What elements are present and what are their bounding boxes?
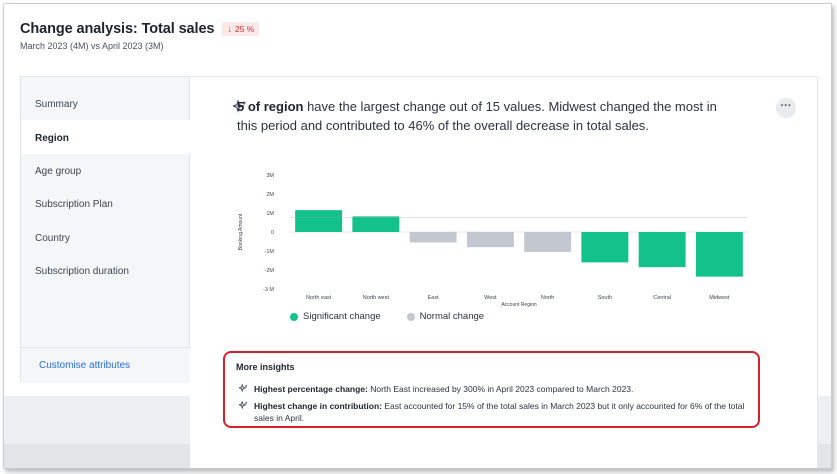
legend-item-normal: Normal change [406, 311, 485, 322]
x-tick-label: East [428, 295, 439, 301]
sidebar-active-indicator [21, 120, 191, 154]
sidebar-item-country[interactable]: Country [35, 233, 71, 244]
x-tick-label: Central [653, 295, 671, 301]
chart-legend: Significant change Normal change [290, 311, 510, 322]
customise-attributes: Customise attributes [21, 347, 191, 383]
bar-north [524, 232, 572, 252]
insight-label: Highest change in contribution: [254, 401, 382, 411]
sidebar-item-age-group[interactable]: Age group [35, 166, 82, 177]
page-title: Change analysis: Total sales [20, 21, 215, 37]
sparkle-icon [233, 100, 247, 113]
bar-west [466, 232, 514, 248]
x-tick-label: North west [363, 295, 390, 301]
change-badge: ↓ 25 % [222, 22, 260, 36]
insight-row: Highest percentage change: North East in… [239, 383, 749, 395]
sparkle-icon [239, 401, 248, 410]
insight-text: East accounted for 15% of the total sale… [254, 401, 745, 423]
change-badge-value: 25 % [234, 24, 255, 34]
bar-north-east [295, 210, 343, 232]
y-tick-label: -2M [265, 268, 275, 274]
x-tick-label: West [484, 295, 497, 301]
x-axis-label: Account Region [501, 302, 537, 307]
bar-north-west [352, 216, 400, 232]
attribute-sidebar: Summary Region Age group Subscription Pl… [20, 76, 191, 383]
page-subtitle: March 2023 (4M) vs April 2023 (3M) [20, 41, 164, 51]
x-tick-label: South [598, 295, 612, 301]
summary-text: 5 of region have the largest change out … [237, 97, 737, 135]
more-options-button[interactable]: ··· [776, 98, 796, 118]
arrow-down-icon: ↓ [227, 24, 232, 34]
x-tick-label: Midwest [709, 295, 730, 301]
region-change-chart: 3M 2M 1M 0 -1M -2M -3 M Booking Amount North eas… [238, 173, 748, 307]
more-insights-box: More insights Highest percentage change:… [223, 351, 760, 428]
change-analysis-window: Change analysis: Total sales ↓ 25 % Marc… [3, 3, 832, 469]
y-tick-label: -1M [265, 249, 275, 255]
insights-title: More insights [236, 362, 295, 372]
y-axis-label: Booking Amount [238, 213, 244, 250]
y-tick-label: -3 M [263, 287, 274, 293]
customise-attributes-link[interactable]: Customise attributes [39, 360, 131, 371]
legend-label-significant: Significant change [303, 311, 381, 322]
bar-central [638, 232, 686, 268]
sidebar-item-region[interactable]: Region [35, 133, 69, 144]
y-tick-label: 3M [266, 173, 274, 179]
y-tick-label: 1M [266, 211, 274, 217]
x-tick-label: North [541, 295, 554, 301]
legend-dot-significant [290, 312, 298, 321]
title-row: Change analysis: Total sales ↓ 25 % [20, 21, 260, 37]
sidebar-item-subscription-plan[interactable]: Subscription Plan [35, 199, 113, 210]
y-tick-label: 2M [266, 192, 274, 198]
insight-label: Highest percentage change: [254, 384, 368, 394]
sparkle-icon [239, 384, 248, 393]
x-tick-label: North east [306, 295, 332, 301]
header: Change analysis: Total sales ↓ 25 % Marc… [20, 21, 260, 51]
y-tick-label: 0 [271, 230, 274, 236]
insight-row: Highest change in contribution: East acc… [239, 400, 749, 424]
main-panel: 5 of region have the largest change out … [190, 76, 818, 468]
legend-label-normal: Normal change [419, 311, 485, 322]
bar-south [581, 232, 629, 263]
sidebar-item-summary[interactable]: Summary [35, 99, 78, 110]
bar-east [409, 232, 457, 243]
summary-body: have the largest change out of 15 values… [237, 99, 717, 133]
legend-dot-normal [406, 312, 415, 321]
insight-text: North East increased by 300% in April 20… [367, 384, 634, 394]
legend-item-significant: Significant change [290, 311, 381, 322]
chart-plot: 3M 2M 1M 0 -1M -2M -3 M Booking Amount North eas… [238, 173, 748, 307]
bar-midwest [695, 232, 743, 277]
sidebar-item-subscription-duration[interactable]: Subscription duration [35, 266, 129, 277]
summary-highlight: 5 of region [237, 99, 304, 114]
